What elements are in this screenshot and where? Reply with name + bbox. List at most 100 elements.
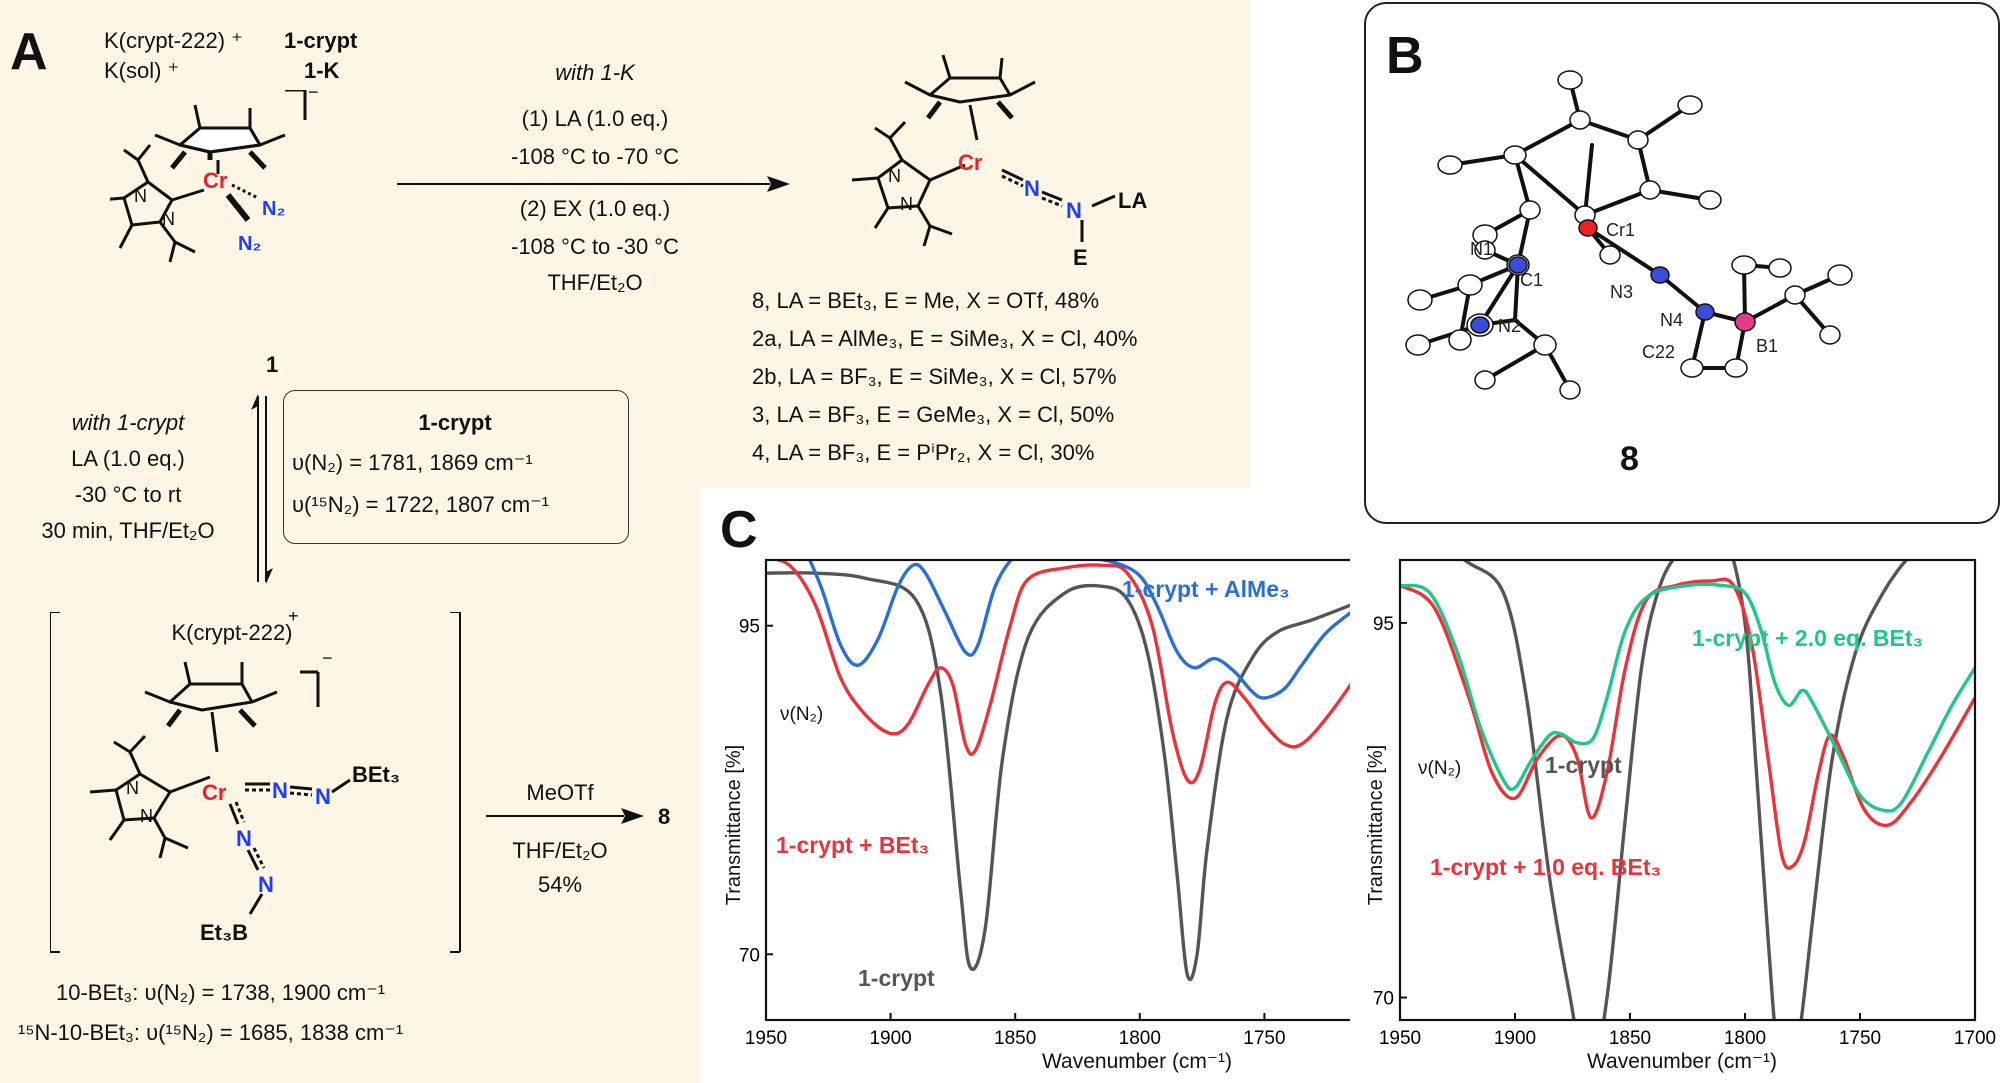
equilibrium-arrows [251, 394, 273, 584]
complex1-cr-atom: Cr [203, 168, 228, 193]
left-cond-la: LA (1.0 eq.) [71, 446, 185, 471]
chart2-annotation-nu: ν(N₂) [1418, 758, 1461, 779]
footer-15n-10-bet3: ¹⁵N-10-BEt₃: υ(¹⁵N₂) = 1685, 1838 cm⁻¹ [18, 1020, 404, 1045]
reagent-sol-name: 1-K [304, 58, 340, 83]
arrow-top-step2-temp: -108 °C to -30 °C [511, 234, 679, 259]
chart2-ytick-label: 95 [1373, 614, 1394, 635]
chart2-legend-crypt: 1-crypt [1545, 752, 1622, 778]
panel-b-label: B [1386, 27, 1424, 85]
ir-box-line2: υ(¹⁵N₂) = 1722, 1807 cm⁻¹ [292, 492, 550, 517]
reagent-crypt-name: 1-crypt [284, 28, 358, 53]
chart2-series-line-1 [1461, 560, 1909, 1020]
panel-a-background-lower [0, 488, 700, 1083]
chart1-legend-bet3: 1-crypt + BEt₃ [776, 832, 929, 858]
ir-chart-1: Transmittance [%] Wavenumber (cm⁻¹) 1950… [723, 558, 1350, 1073]
chart1-xtick-label: 1800 [1119, 1028, 1161, 1049]
ir-data-box [283, 390, 629, 544]
complex10-n4: N [258, 872, 274, 897]
chart2-xtick-label: 1750 [1839, 1028, 1881, 1049]
complex1-n2-b: N₂ [238, 233, 261, 255]
reaction-arrow-bottom [486, 808, 644, 824]
crystal-structure-8: N1 Cr1 C1 N3 N4 N2 C22 B1 [1405, 70, 1853, 400]
product-line-4: 4, LA = BF₃, E = PⁱPr₂, X = Cl, 30% [752, 440, 1095, 465]
atom-label-c1: C1 [1520, 270, 1543, 290]
complex10-bet3: BEt₃ [352, 762, 400, 787]
complex10-n2: N [315, 784, 331, 809]
arrow-top-solvent: THF/Et₂O [547, 270, 643, 295]
chart2-xtick-label: 1800 [1724, 1028, 1766, 1049]
complex10-cation: K(crypt-222) [171, 620, 293, 645]
panel-b-frame [1364, 2, 2000, 524]
arrow-top-step2: (2) EX (1.0 eq.) [519, 196, 671, 221]
chart2-xlabel: Wavenumber (cm⁻¹) [1587, 1050, 1777, 1073]
complex-10-structure: Cr N N BEt₃ N N Et₃B N N − + [50, 612, 461, 953]
reagent-crypt-cation: K(crypt-222) ⁺ [104, 28, 243, 53]
complex1-charge: − [308, 90, 319, 102]
atom-label-n1: N1 [1470, 239, 1493, 259]
atom-label-n4: N4 [1660, 310, 1683, 330]
chart1-xtick-label: 1850 [994, 1028, 1036, 1049]
product-structure: Cr N N LA E N N [851, 54, 1147, 270]
arrow-top-step1: (1) LA (1.0 eq.) [521, 106, 669, 131]
svg-text:N: N [162, 209, 175, 229]
chart2-xtick-label: 1950 [1379, 1028, 1421, 1049]
chart2-xtick-label: 1900 [1494, 1028, 1536, 1049]
footer-10-bet3: 10-BEt₃: υ(N₂) = 1738, 1900 cm⁻¹ [56, 980, 386, 1005]
chart1-xtick-label: 1750 [1243, 1028, 1285, 1049]
product-cr-atom: Cr [958, 150, 983, 175]
reagent-sol-cation: K(sol) ⁺ [104, 58, 180, 83]
chart1-xtick-label: 1900 [869, 1028, 911, 1049]
arrow-top-step1-temp: -108 °C to -70 °C [511, 144, 679, 169]
crystal-compound-label: 8 [1620, 440, 1639, 478]
left-cond-time: 30 min, THF/Et₂O [41, 518, 215, 543]
chart2-xtick-label: 1850 [1609, 1028, 1651, 1049]
chart1-ytick-label: 95 [739, 617, 760, 638]
product-line-3: 3, LA = BF₃, E = GeMe₃, X = Cl, 50% [752, 402, 1115, 427]
chart1-ytick-label: 70 [739, 945, 760, 966]
product-n-beta: N [1066, 198, 1082, 223]
product-n-alpha: N [1024, 176, 1040, 201]
complex10-cr-atom: Cr [202, 780, 227, 805]
chart1-legend-crypt: 1-crypt [858, 965, 935, 991]
svg-text:N: N [140, 806, 153, 826]
svg-text:N: N [888, 166, 901, 186]
arrow-bottom-reagent: MeOTf [526, 780, 594, 805]
panel-c-label: C [720, 501, 758, 559]
product-la: LA [1118, 188, 1147, 213]
product-line-8: 8, LA = BEt₃, E = Me, X = OTf, 48% [752, 288, 1100, 313]
chart1-ylabel: Transmittance [%] [723, 745, 745, 905]
arrow-top-with: with 1-K [555, 60, 635, 85]
left-cond-temp: -30 °C to rt [74, 482, 182, 507]
chart1-annotation-nu: ν(N₂) [780, 704, 823, 725]
chart2-series-line-3 [1400, 582, 1975, 813]
arrow-bottom-solvent: THF/Et₂O [512, 838, 608, 863]
chart2-xtick-label: 1700 [1954, 1028, 1996, 1049]
chart1-xlabel: Wavenumber (cm⁻¹) [1042, 1050, 1232, 1073]
atom-label-b1: B1 [1756, 336, 1778, 356]
arrow-bottom-product: 8 [658, 804, 671, 829]
complex10-n1: N [272, 778, 288, 803]
atom-label-c22: C22 [1642, 342, 1675, 362]
svg-text:N: N [134, 186, 147, 206]
chart2-ytick-label: 70 [1373, 989, 1394, 1010]
panel-a-label: A [10, 23, 48, 81]
chart1-series-line-3 [807, 560, 1350, 700]
chart2-series-line-2 [1400, 577, 1975, 870]
chart1-series-line-2 [770, 560, 1350, 785]
chart1-legend-almе3: 1-crypt + AlMe₃ [1122, 576, 1290, 602]
svg-text:N: N [126, 778, 139, 798]
complex10-n3: N [236, 826, 252, 851]
chart2-frame [1398, 558, 1977, 1022]
svg-text:N: N [900, 194, 913, 214]
product-e: E [1073, 245, 1088, 270]
chart1-frame [764, 558, 1350, 1022]
chart2-ylabel: Transmittance [%] [1365, 745, 1387, 905]
panel-a-background [0, 0, 1250, 488]
ir-chart-2: Transmittance [%] Wavenumber (cm⁻¹) 1950… [1365, 558, 1996, 1073]
atom-label-cr1: Cr1 [1606, 220, 1635, 240]
ir-box-title: 1-crypt [418, 410, 492, 435]
complex-1-label: 1 [266, 352, 279, 377]
chart2-legend-1eq: 1-crypt + 1.0 eq. BEt₃ [1430, 854, 1661, 880]
ir-box-line1: υ(N₂) = 1781, 1869 cm⁻¹ [292, 450, 533, 475]
chart1-xtick-label: 1950 [745, 1028, 787, 1049]
